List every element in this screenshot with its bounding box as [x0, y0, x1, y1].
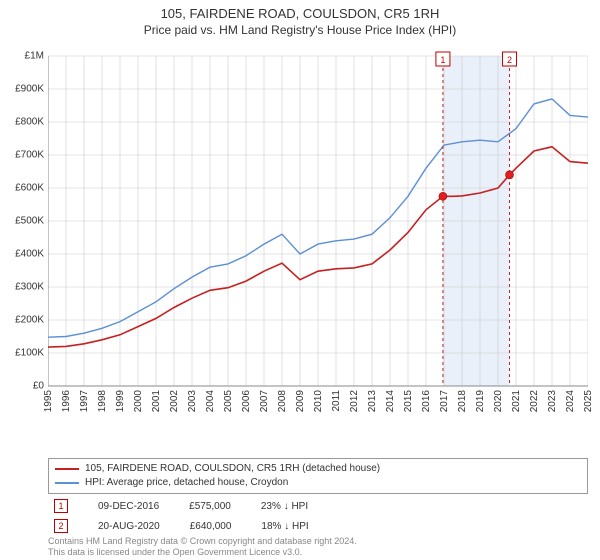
y-tick-label: £200K: [0, 315, 44, 326]
legend-swatch-hpi: [55, 482, 79, 484]
y-tick-label: £1M: [0, 51, 44, 62]
legend-label-hpi: HPI: Average price, detached house, Croy…: [85, 476, 288, 490]
chart-title: 105, FAIRDENE ROAD, COULSDON, CR5 1RH: [0, 0, 600, 23]
chart-plot: 12: [48, 48, 588, 418]
y-tick-label: £700K: [0, 150, 44, 161]
y-tick-label: £300K: [0, 282, 44, 293]
footer-attribution: Contains HM Land Registry data © Crown c…: [48, 536, 588, 558]
sale-diff: 23% ↓ HPI: [261, 501, 308, 512]
footer-line: Contains HM Land Registry data © Crown c…: [48, 536, 588, 547]
y-tick-label: £900K: [0, 84, 44, 95]
y-tick-label: £500K: [0, 216, 44, 227]
sales-table: 1 09-DEC-2016 £575,000 23% ↓ HPI 2 20-AU…: [48, 496, 588, 536]
sale-marker-1: 1: [54, 499, 68, 513]
y-tick-label: £100K: [0, 348, 44, 359]
sale-row: 2 20-AUG-2020 £640,000 18% ↓ HPI: [48, 516, 588, 536]
svg-text:2: 2: [507, 55, 512, 65]
sale-date: 09-DEC-2016: [98, 501, 159, 512]
sale-row: 1 09-DEC-2016 £575,000 23% ↓ HPI: [48, 496, 588, 516]
y-tick-label: £0: [0, 381, 44, 392]
legend-label-price-paid: 105, FAIRDENE ROAD, COULSDON, CR5 1RH (d…: [85, 462, 380, 476]
svg-text:1: 1: [440, 55, 445, 65]
sale-price: £575,000: [189, 501, 231, 512]
sale-date: 20-AUG-2020: [98, 521, 160, 532]
legend: 105, FAIRDENE ROAD, COULSDON, CR5 1RH (d…: [48, 458, 588, 494]
sale-marker-2: 2: [54, 519, 68, 533]
sale-diff: 18% ↓ HPI: [261, 521, 308, 532]
sale-price: £640,000: [190, 521, 232, 532]
y-tick-label: £400K: [0, 249, 44, 260]
footer-line: This data is licensed under the Open Gov…: [48, 547, 588, 558]
chart-subtitle: Price paid vs. HM Land Registry's House …: [0, 23, 600, 45]
y-tick-label: £600K: [0, 183, 44, 194]
y-tick-label: £800K: [0, 117, 44, 128]
legend-swatch-price-paid: [55, 468, 79, 470]
